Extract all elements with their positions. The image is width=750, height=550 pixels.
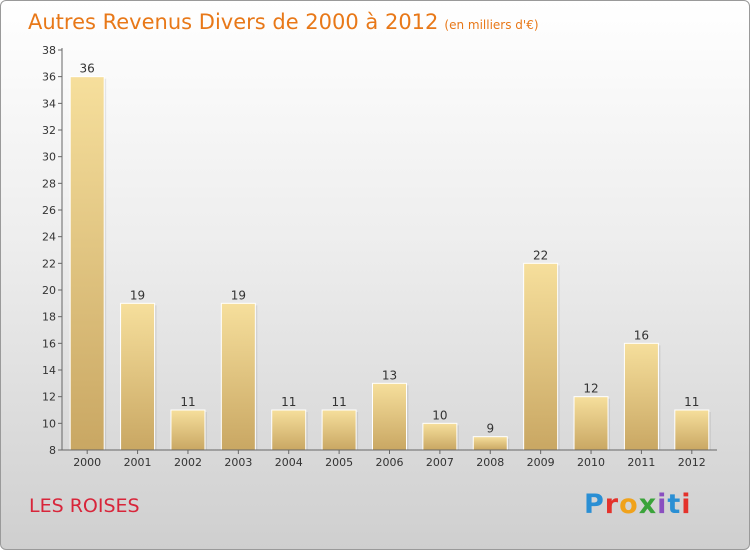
bar [120,302,156,451]
bar-value-label: 22 [533,248,548,262]
logo-letter: r [604,489,620,520]
x-tick-label: 2002 [174,456,202,469]
logo-letter: o [619,489,639,520]
x-axis: 2000 2001 2002 2003 2004 2005 2006 2007 2008 2009… [62,449,717,469]
bars-group: 36 19 11 19 11 11 13 10 9 22 12 16 11 [69,62,711,451]
chart-unit-text: (en milliers d'€) [444,18,539,32]
y-tick-label: 16 [42,337,56,350]
x-tick-label: 2012 [678,456,706,469]
bar [623,342,659,451]
bar [422,422,458,451]
logo-letter: i [657,489,668,520]
y-tick-label: 28 [42,177,56,190]
y-tick-label: 20 [42,284,56,297]
bar-value-label: 11 [281,395,296,409]
bar-value-label: 12 [583,382,598,396]
logo-letter: x [638,489,658,520]
bar [170,409,206,451]
y-tick-label: 18 [42,311,56,324]
y-tick-label: 32 [42,124,56,137]
bar-value-label: 11 [331,395,346,409]
bar [573,396,609,451]
bar [69,76,105,451]
bar [220,302,256,451]
y-tick-label: 34 [42,97,56,110]
y-tick-label: 30 [42,151,56,164]
logo-letter: i [681,489,692,520]
bar-value-label: 16 [634,328,649,342]
bar-value-label: 19 [130,288,145,302]
y-tick-label: 12 [42,391,56,404]
bar-value-label: 9 [486,422,494,436]
x-tick-label: 2006 [376,456,404,469]
x-tick-label: 2000 [73,456,101,469]
x-tick-label: 2008 [476,456,504,469]
chart-title: Autres Revenus Divers de 2000 à 2012 (en … [28,10,539,34]
bar-value-label: 19 [231,288,246,302]
bar-value-label: 11 [684,395,699,409]
x-tick-label: 2009 [527,456,555,469]
bar [372,382,407,451]
x-tick-label: 2004 [275,456,303,469]
chart-title-text: Autres Revenus Divers de 2000 à 2012 [28,10,439,34]
bar [271,409,307,451]
y-tick-label: 10 [42,417,56,430]
bar [321,409,357,451]
logo-letter: P [584,489,605,520]
bar [523,262,559,451]
y-tick-label: 38 [42,44,56,57]
x-tick-label: 2010 [577,456,605,469]
y-tick-label: 26 [42,204,56,217]
x-tick-label: 2011 [627,456,655,469]
y-axis: 8 10 12 14 16 18 20 22 24 26 28 30 32 34 36 38 [42,44,63,457]
y-tick-label: 14 [42,364,56,377]
logo-letter: t [667,489,682,520]
x-tick-label: 2007 [426,456,454,469]
bar [674,409,710,451]
x-tick-label: 2005 [325,456,353,469]
place-name: LES ROISES [29,495,140,517]
bar-value-label: 10 [432,408,447,422]
proxiti-logo: Proxiti [584,489,692,520]
x-tick-label: 2003 [224,456,252,469]
bar [472,436,508,451]
y-tick-label: 8 [49,444,56,457]
y-tick-label: 22 [42,257,56,270]
bar-value-label: 36 [80,62,95,76]
x-tick-label: 2001 [124,456,152,469]
bar-value-label: 11 [180,395,195,409]
y-tick-label: 24 [42,231,56,244]
bar-value-label: 13 [382,368,397,382]
y-tick-label: 36 [42,71,56,84]
